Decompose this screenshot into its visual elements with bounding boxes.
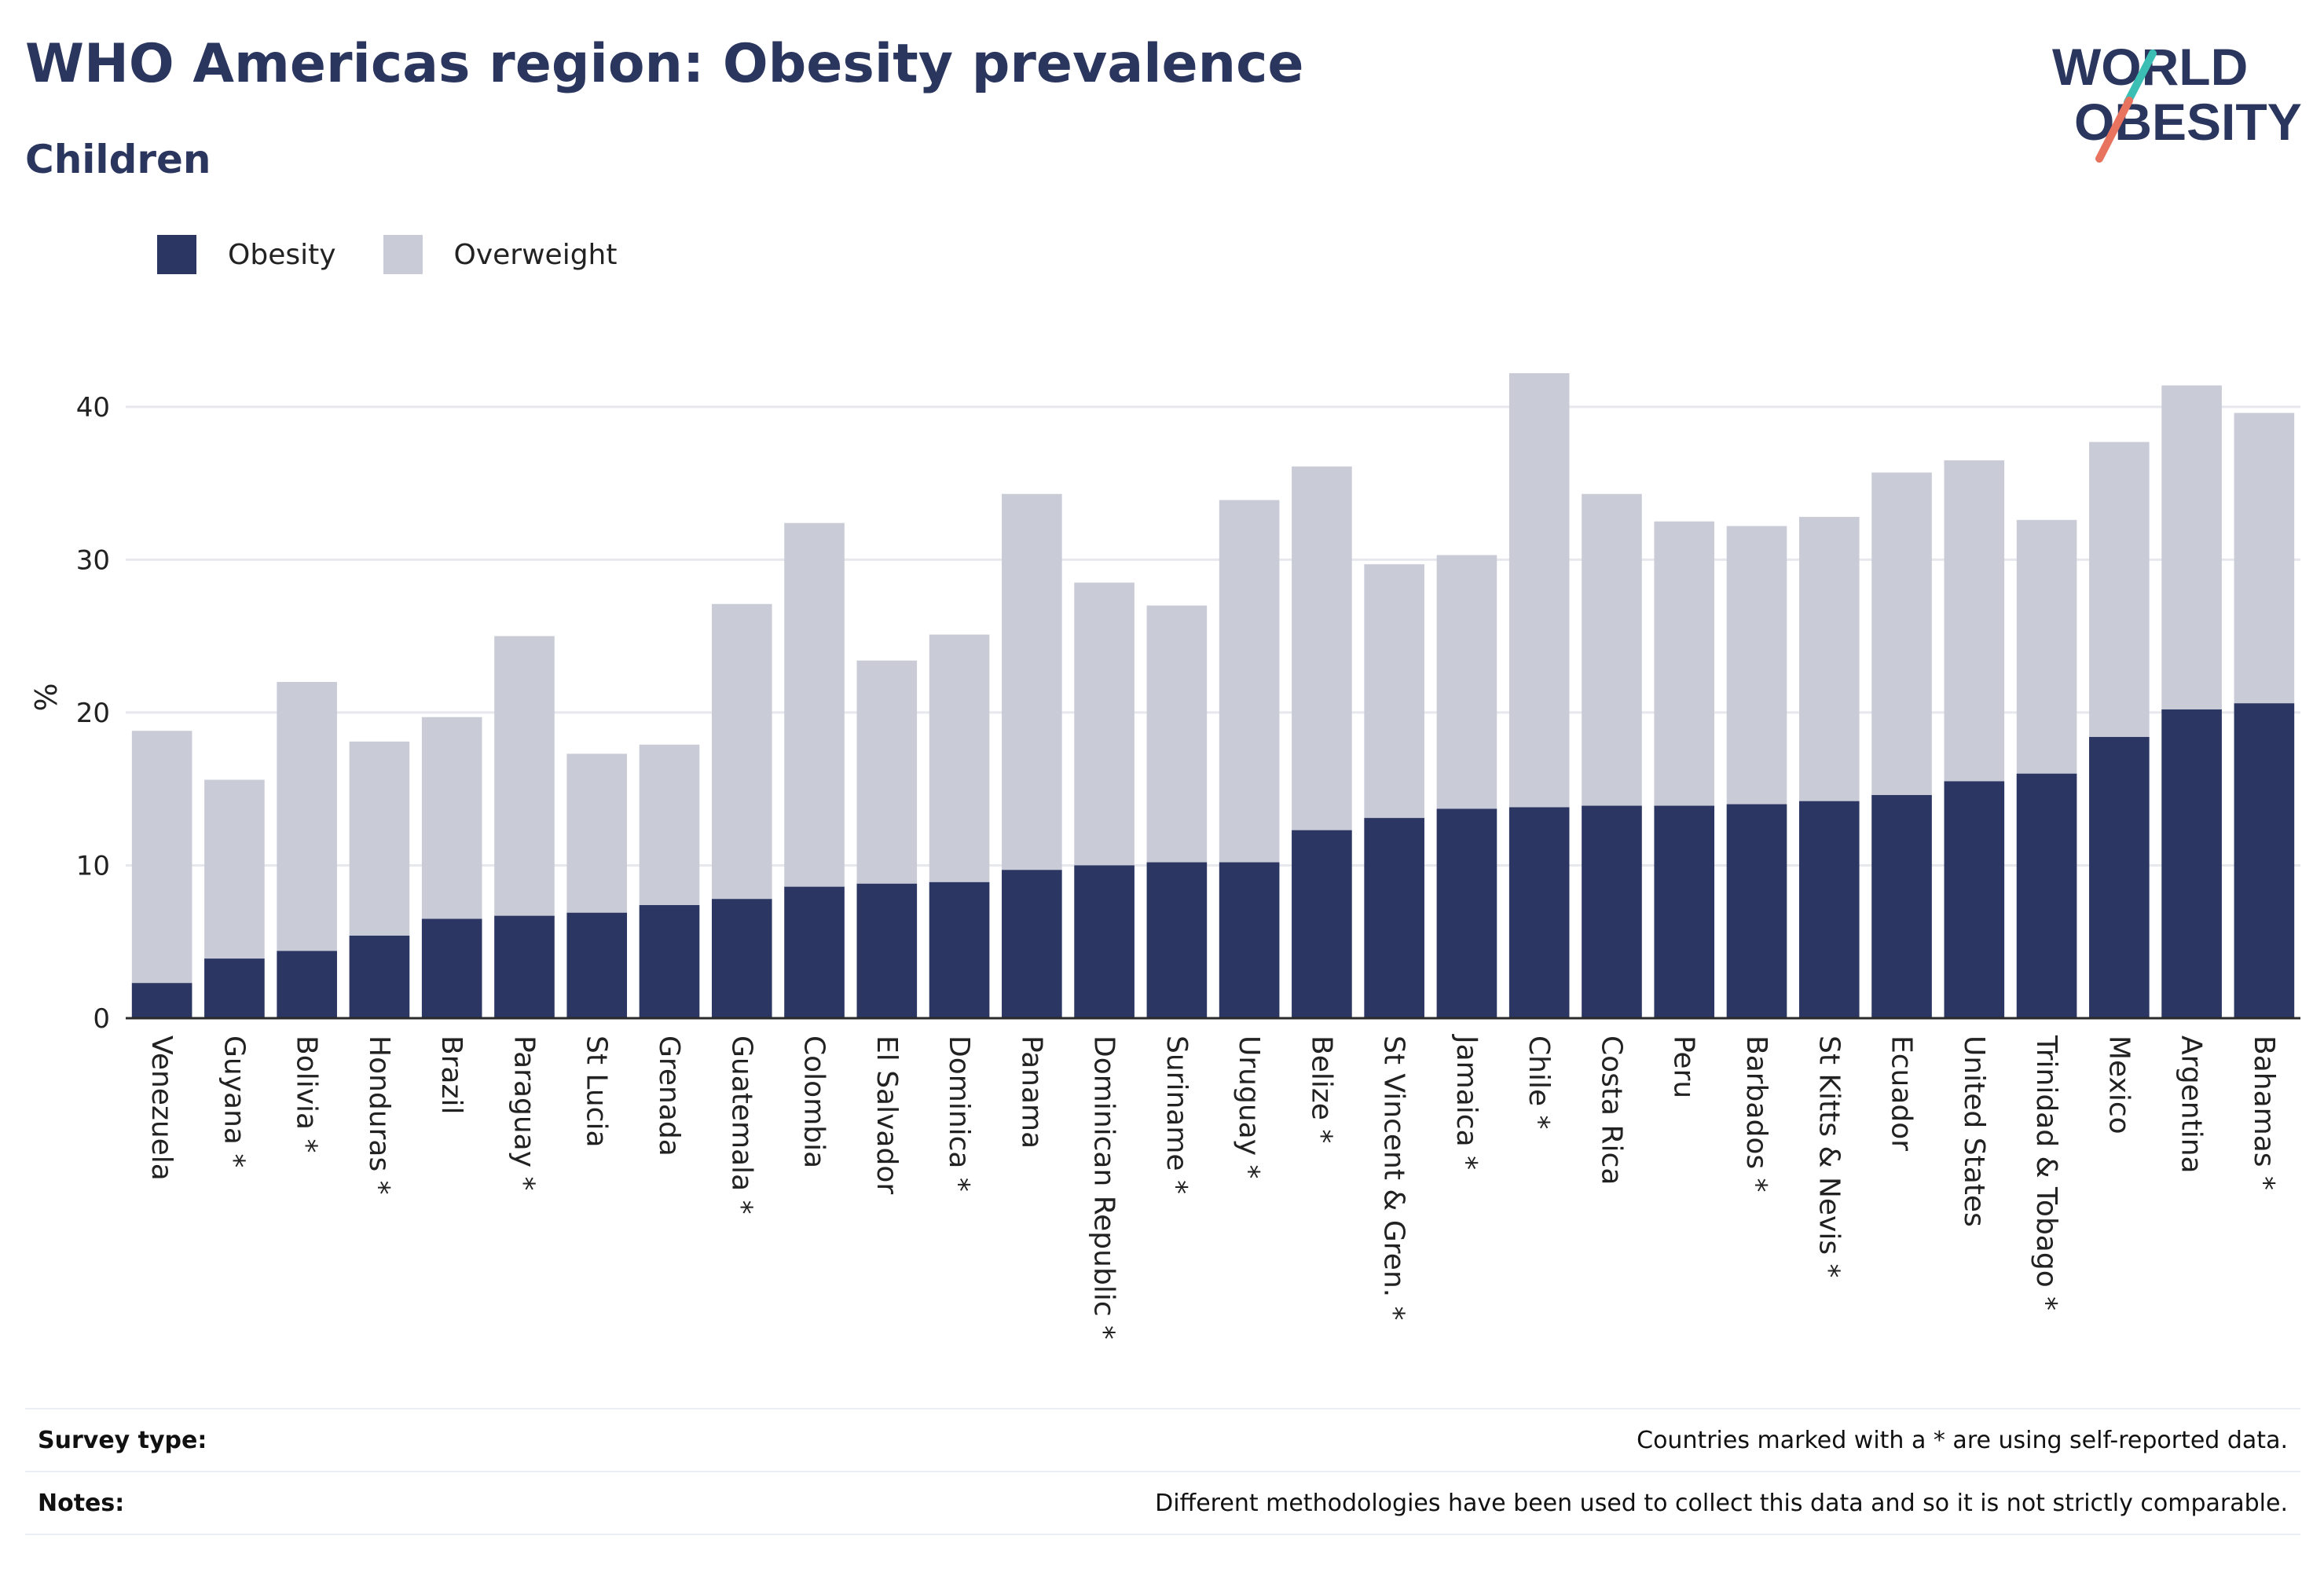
x-tick-label: Dominica *	[943, 1035, 975, 1192]
bar-chart: 0 10 20 30 40% Venezuela Guyana * Bolivia * Hond…	[29, 373, 2300, 1340]
x-tick-label: Uruguay *	[1233, 1035, 1265, 1178]
y-tick-label: 0	[93, 1003, 110, 1035]
bar-obesity[interactable]	[2016, 773, 2077, 1018]
x-tick-label: Grenada	[653, 1035, 685, 1156]
bar-obesity[interactable]	[784, 886, 845, 1018]
bar-overweight[interactable]	[131, 731, 192, 1018]
x-tick-label: Guatemala *	[725, 1035, 757, 1215]
x-tick-label: St Vincent & Gren. *	[1378, 1035, 1410, 1321]
x-tick-label: Colombia	[798, 1035, 830, 1168]
x-tick-label: Belize *	[1305, 1035, 1337, 1143]
logo-slash-coral	[2095, 97, 2133, 163]
bar-obesity[interactable]	[494, 915, 555, 1018]
bar-obesity[interactable]	[856, 883, 918, 1018]
x-tick-label: St Kitts & Nevis *	[1813, 1035, 1845, 1278]
x-tick-label: Barbados *	[1740, 1035, 1772, 1193]
bar-obesity[interactable]	[711, 899, 772, 1018]
footer-survey-row: Survey type: Countries marked with a * a…	[25, 1408, 2300, 1471]
bar-obesity[interactable]	[1436, 808, 1497, 1018]
notes-text: Different methodologies have been used t…	[1155, 1489, 2288, 1517]
chart-legend: Obesity Overweight	[157, 234, 664, 275]
y-tick-label: 20	[76, 698, 110, 729]
bar-obesity[interactable]	[1726, 804, 1787, 1018]
page-subtitle: Children	[25, 137, 211, 182]
bar-obesity[interactable]	[1074, 865, 1135, 1018]
footer-divider	[25, 1534, 2300, 1535]
x-tick-label: Brazil	[435, 1035, 467, 1114]
x-tick-label: Suriname *	[1160, 1035, 1193, 1194]
survey-type-label: Survey type:	[38, 1426, 207, 1454]
bar-obesity[interactable]	[421, 918, 482, 1018]
legend-item-obesity[interactable]: Obesity	[157, 235, 336, 274]
bar-obesity[interactable]	[1798, 801, 1860, 1018]
logo-slash-teal	[2124, 49, 2157, 106]
bar-obesity[interactable]	[1219, 862, 1280, 1018]
x-tick-label: Bahamas *	[2248, 1035, 2280, 1190]
x-tick-label: Argentina	[2176, 1035, 2208, 1174]
bar-obesity[interactable]	[1146, 862, 1208, 1018]
y-tick-label: 40	[76, 392, 110, 423]
bar-obesity[interactable]	[1871, 794, 1932, 1018]
legend-label-obesity: Obesity	[228, 238, 336, 271]
y-axis-label: %	[29, 683, 64, 711]
x-tick-label: Costa Rica	[1595, 1035, 1627, 1185]
bar-obesity[interactable]	[1364, 818, 1424, 1018]
legend-label-overweight: Overweight	[453, 238, 618, 271]
bar-obesity[interactable]	[349, 935, 410, 1018]
world-obesity-logo: WORLD OBESITY	[2052, 38, 2302, 163]
bar-obesity[interactable]	[1944, 781, 2005, 1018]
x-tick-label: Chile *	[1523, 1035, 1555, 1130]
legend-swatch-obesity	[157, 235, 196, 274]
y-tick-label: 30	[76, 544, 110, 576]
bar-obesity[interactable]	[1002, 870, 1062, 1018]
x-tick-label: Honduras *	[363, 1035, 395, 1195]
bar-obesity[interactable]	[2234, 703, 2295, 1018]
bar-obesity[interactable]	[1292, 830, 1352, 1018]
bar-obesity[interactable]	[1508, 807, 1570, 1018]
bar-obesity[interactable]	[131, 983, 192, 1018]
x-tick-label: Panama	[1015, 1035, 1047, 1149]
x-tick-label: Trinidad & Tobago *	[2030, 1035, 2062, 1310]
x-tick-label: Venezuela	[145, 1035, 178, 1181]
bar-obesity[interactable]	[1654, 805, 1715, 1018]
survey-type-text: Countries marked with a * are using self…	[1637, 1426, 2288, 1454]
bar-obesity[interactable]	[566, 912, 628, 1018]
x-tick-label: United States	[1958, 1035, 1990, 1227]
bar-obesity[interactable]	[204, 958, 265, 1018]
x-tick-label: St Lucia	[581, 1035, 613, 1148]
bar-obesity[interactable]	[929, 881, 990, 1018]
x-tick-label: Ecuador	[1886, 1035, 1918, 1151]
x-tick-label: Mexico	[2102, 1035, 2135, 1134]
x-tick-label: Peru	[1668, 1035, 1700, 1098]
notes-label: Notes:	[38, 1489, 125, 1517]
y-tick-label: 10	[76, 850, 110, 881]
x-tick-label: Paraguay *	[508, 1035, 540, 1191]
bar-obesity[interactable]	[2161, 709, 2222, 1018]
legend-item-overweight[interactable]: Overweight	[383, 235, 618, 274]
footer-notes-row: Notes: Different methodologies have been…	[25, 1471, 2300, 1534]
x-tick-label: El Salvador	[871, 1035, 903, 1194]
x-tick-label: Jamaica *	[1450, 1034, 1483, 1170]
x-tick-label: Bolivia *	[291, 1035, 323, 1153]
bar-obesity[interactable]	[277, 951, 337, 1018]
legend-swatch-overweight	[383, 235, 423, 274]
x-tick-label: Guyana *	[218, 1035, 250, 1167]
page-title: WHO Americas region: Obesity prevalence	[25, 33, 1304, 95]
bar-obesity[interactable]	[639, 905, 700, 1018]
bar-obesity[interactable]	[2089, 737, 2150, 1018]
x-tick-label: Dominican Republic *	[1088, 1035, 1120, 1340]
bar-obesity[interactable]	[1582, 805, 1642, 1018]
